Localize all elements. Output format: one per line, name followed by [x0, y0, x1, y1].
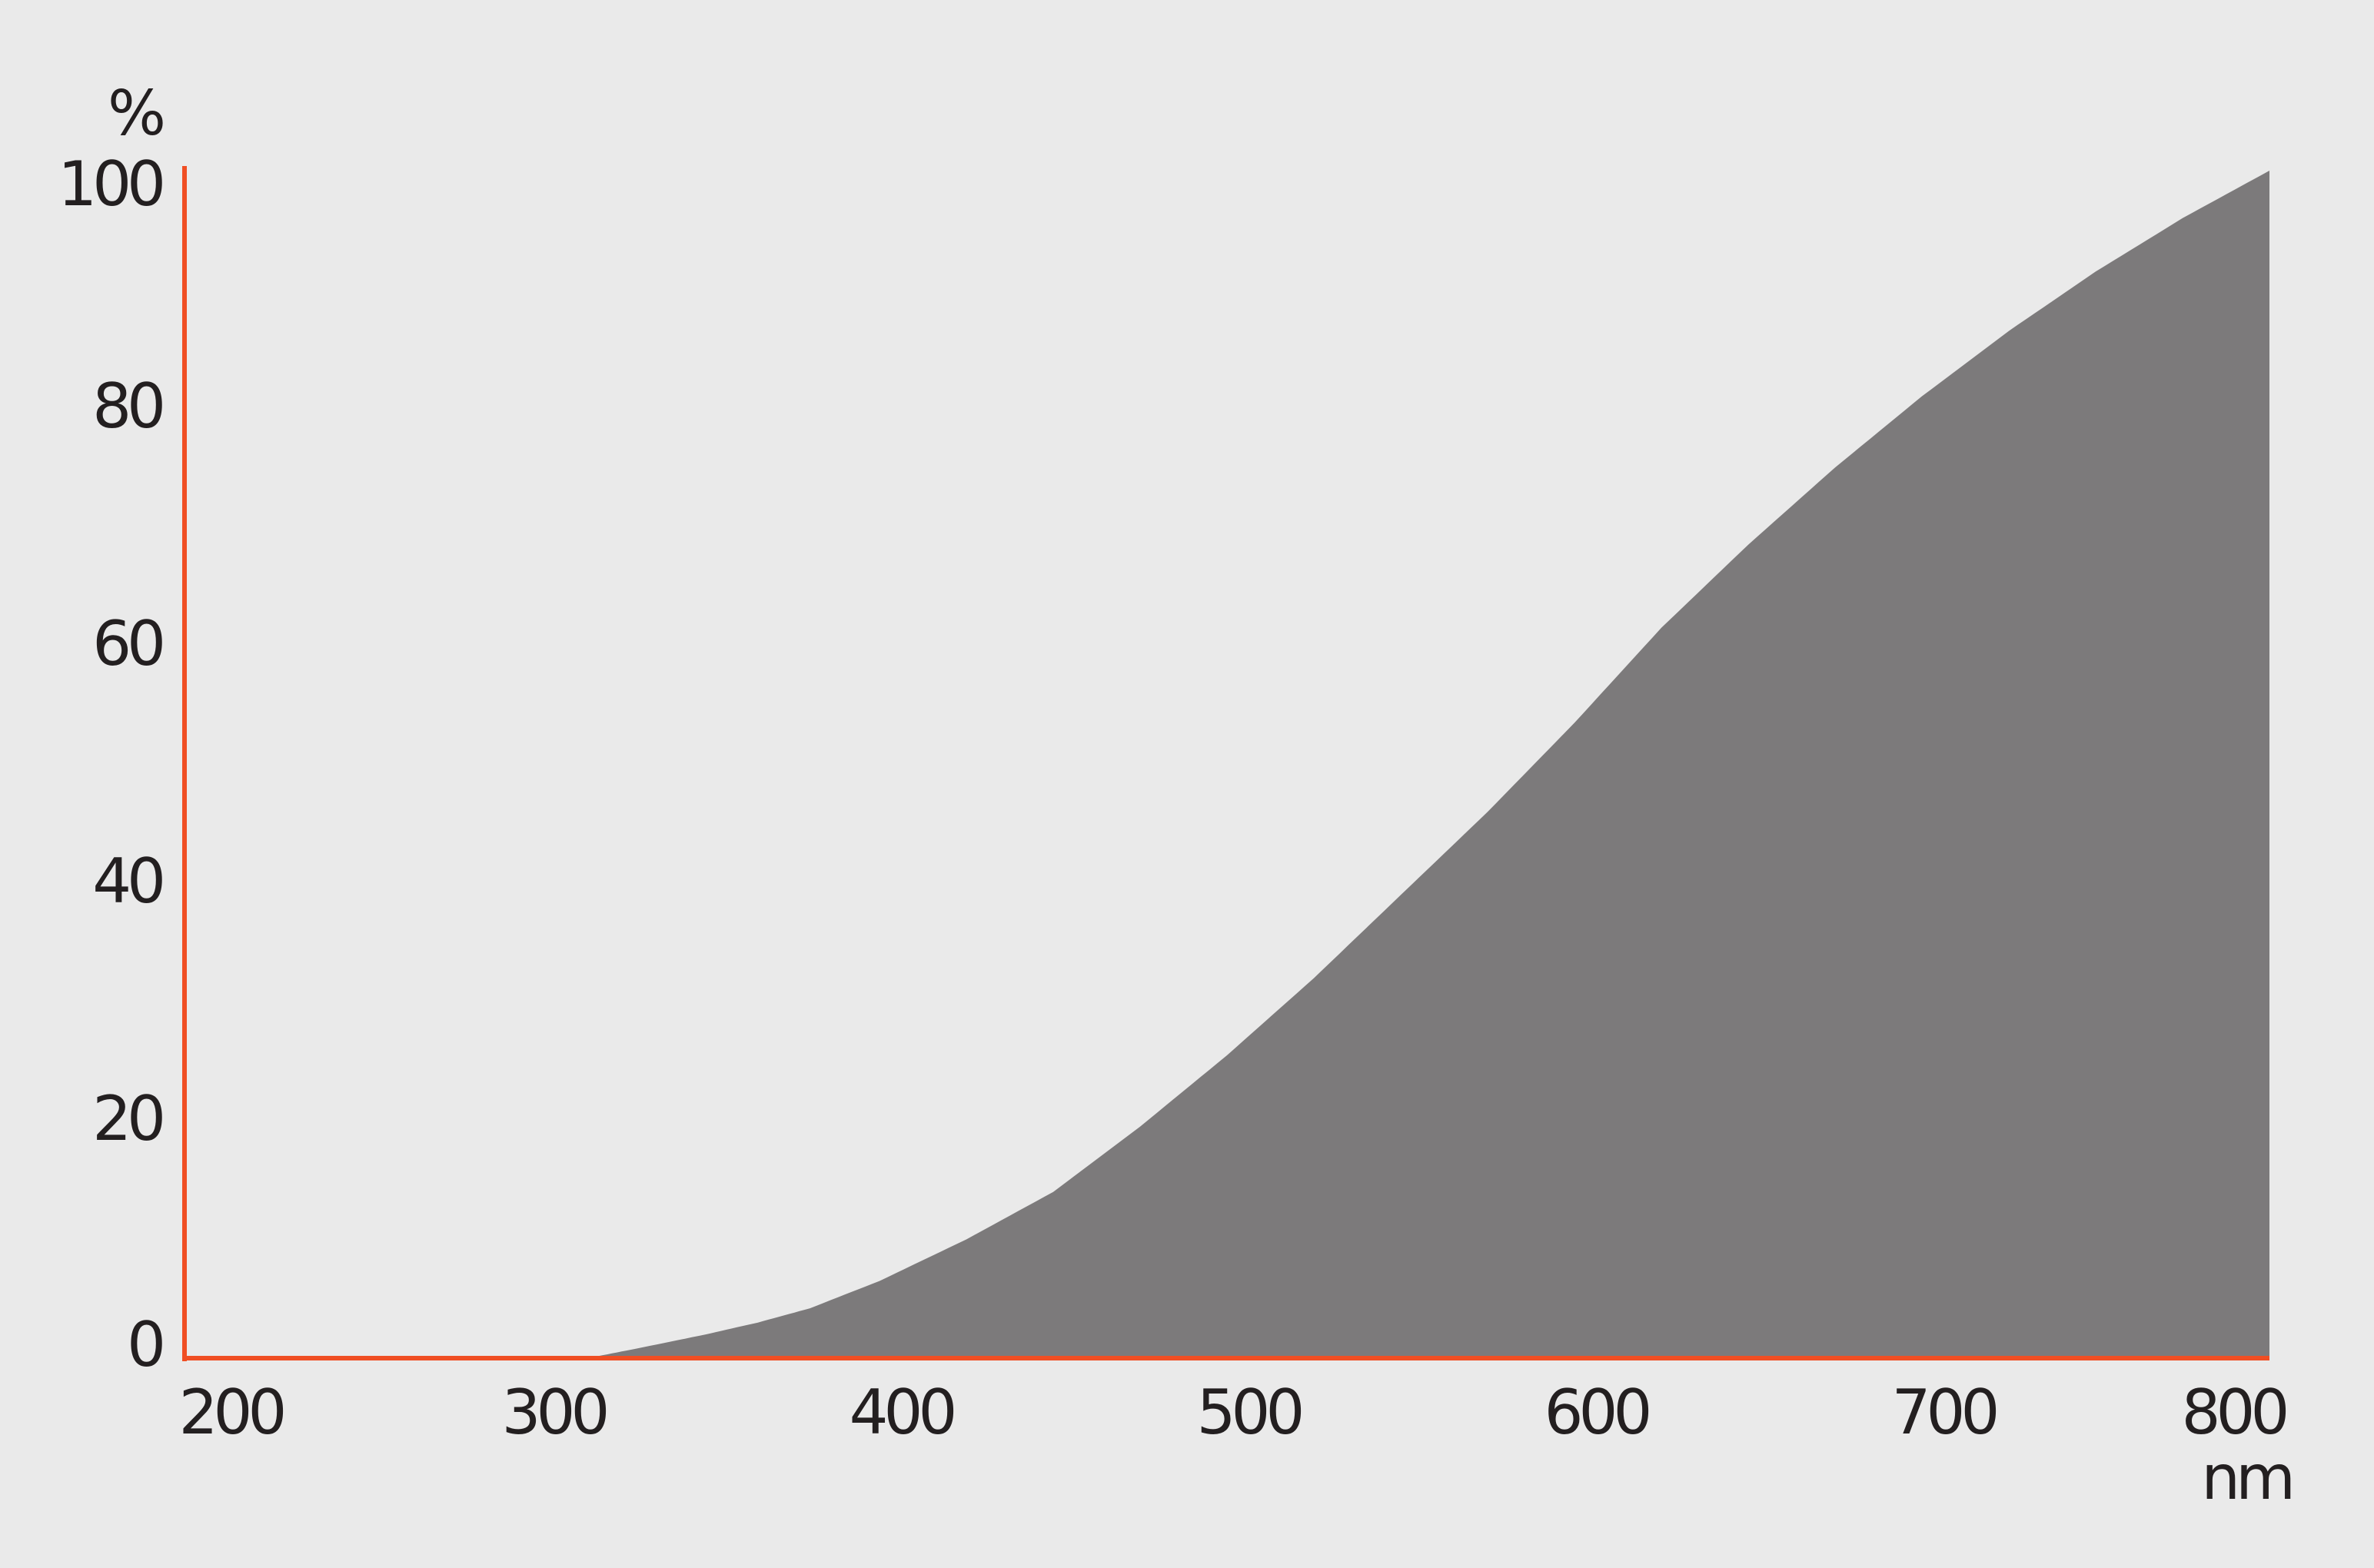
x-tick-label: 500	[1197, 1377, 1302, 1448]
y-tick-label: 100	[58, 148, 162, 220]
y-tick-label: 80	[92, 370, 162, 442]
y-tick-label: 0	[127, 1309, 162, 1380]
y-tick-label: 20	[92, 1083, 162, 1154]
data-area	[185, 171, 2269, 1358]
x-tick-label: 600	[1544, 1377, 1649, 1448]
x-tick-label: 700	[1892, 1377, 1997, 1448]
y-axis-label: %	[108, 78, 163, 149]
x-tick-label: 200	[179, 1377, 284, 1448]
y-tick-label: 40	[92, 845, 162, 917]
x-axis-label: nm	[2201, 1442, 2291, 1513]
x-tick-label: 300	[502, 1377, 607, 1448]
x-tick-labels: 200 300 400 500 600 700 800	[179, 1377, 2291, 1448]
x-tick-label: 400	[850, 1377, 954, 1448]
y-tick-labels: 0 20 40 60 80 100	[58, 148, 167, 1380]
y-tick-label: 60	[92, 608, 162, 679]
x-tick-label: 800	[2182, 1377, 2286, 1448]
